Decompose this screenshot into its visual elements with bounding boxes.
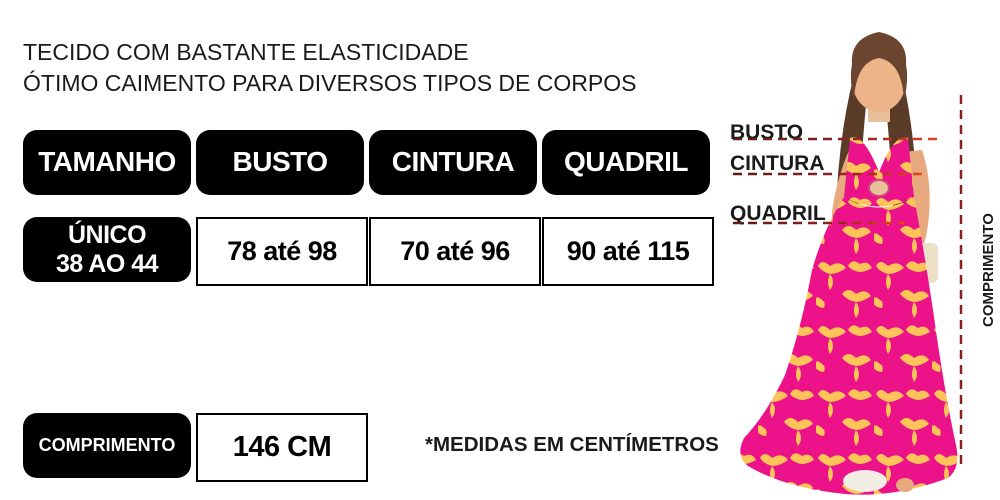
svg-text:COMPRIMENTO: COMPRIMENTO <box>980 213 997 327</box>
